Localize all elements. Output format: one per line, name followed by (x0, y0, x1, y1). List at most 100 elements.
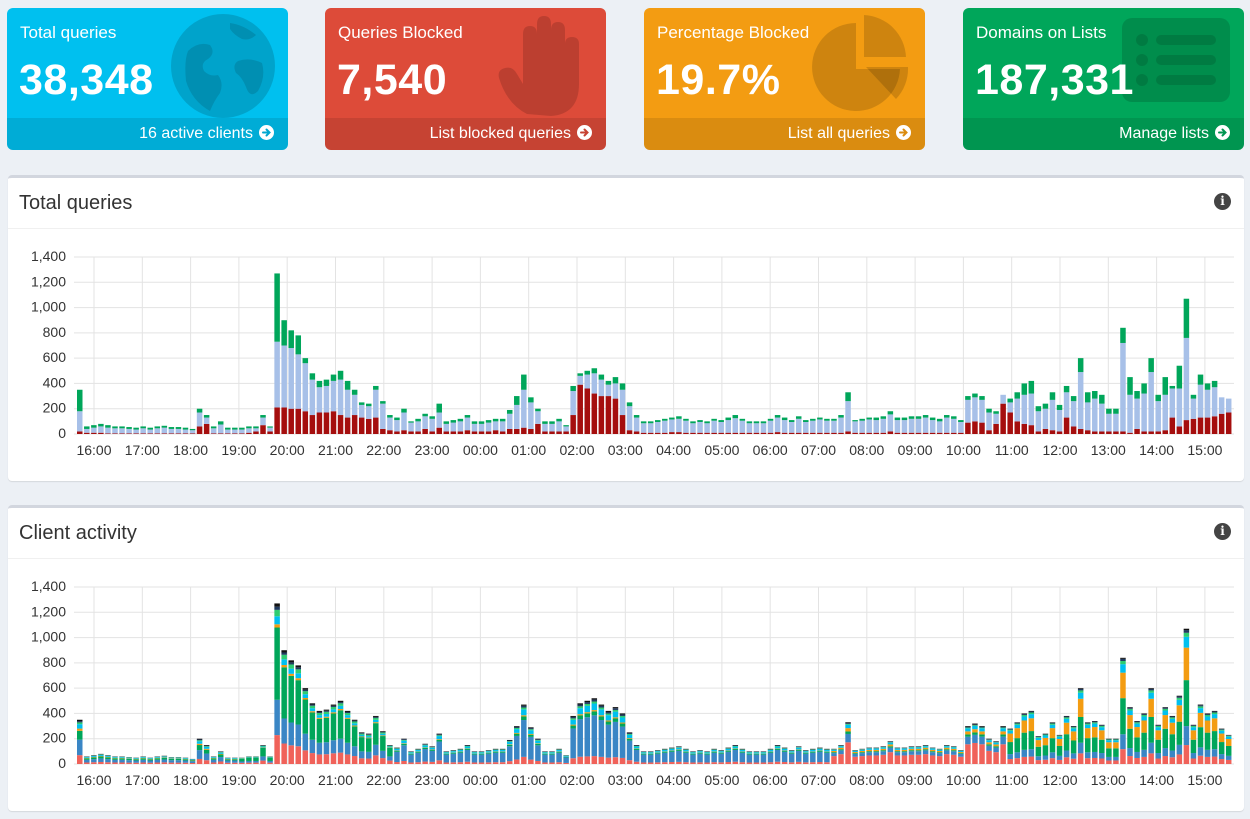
client-segment-bar[interactable] (77, 719, 83, 722)
client-segment-bar[interactable] (1042, 745, 1049, 756)
cached-bar[interactable] (478, 421, 485, 424)
permitted-bar[interactable] (803, 421, 809, 433)
client-segment-bar[interactable] (366, 734, 372, 735)
client-segment-bar[interactable] (662, 751, 668, 753)
client-segment-bar[interactable] (140, 757, 146, 758)
cached-bar[interactable] (436, 403, 442, 413)
client-segment-bar[interactable] (831, 753, 837, 757)
client-segment-bar[interactable] (358, 732, 365, 734)
client-segment-bar[interactable] (1099, 753, 1105, 759)
client-segment-bar[interactable] (866, 749, 872, 752)
client-segment-bar[interactable] (274, 627, 280, 700)
blocked-bar[interactable] (232, 433, 238, 434)
client-segment-bar[interactable] (936, 752, 943, 754)
blocked-bar[interactable] (175, 433, 182, 434)
cached-bar[interactable] (337, 370, 344, 380)
client-segment-bar[interactable] (196, 740, 203, 742)
client-segment-bar[interactable] (944, 746, 950, 748)
client-segment-bar[interactable] (986, 740, 992, 743)
client-segment-bar[interactable] (718, 751, 724, 753)
client-segment-bar[interactable] (1169, 734, 1176, 751)
client-segment-bar[interactable] (605, 713, 612, 716)
cached-bar[interactable] (570, 385, 576, 392)
list-blocked-queries-link[interactable]: List blocked queries (325, 118, 606, 150)
blocked-bar[interactable] (528, 428, 534, 434)
cached-bar[interactable] (1127, 377, 1133, 395)
blocked-bar[interactable] (394, 431, 400, 434)
client-segment-bar[interactable] (210, 759, 217, 763)
client-segment-bar[interactable] (394, 762, 400, 764)
client-segment-bar[interactable] (739, 751, 746, 753)
cached-bar[interactable] (718, 420, 724, 422)
client-segment-bar[interactable] (936, 753, 943, 757)
client-segment-bar[interactable] (817, 750, 823, 752)
blocked-bar[interactable] (944, 432, 950, 434)
client-segment-bar[interactable] (1049, 724, 1056, 729)
cached-bar[interactable] (330, 374, 337, 381)
blocked-bar[interactable] (506, 428, 513, 434)
cached-bar[interactable] (1099, 394, 1105, 404)
client-segment-bar[interactable] (316, 715, 323, 718)
client-segment-bar[interactable] (1000, 728, 1006, 732)
client-segment-bar[interactable] (1176, 721, 1183, 745)
client-segment-bar[interactable] (260, 746, 266, 748)
blocked-bar[interactable] (1106, 431, 1112, 434)
client-segment-bar[interactable] (795, 749, 802, 751)
client-segment-bar[interactable] (1014, 722, 1020, 724)
client-segment-bar[interactable] (852, 753, 858, 754)
client-segment-bar[interactable] (239, 762, 245, 764)
client-segment-bar[interactable] (1155, 730, 1161, 740)
client-segment-bar[interactable] (288, 673, 294, 676)
client-segment-bar[interactable] (873, 748, 880, 750)
cached-bar[interactable] (979, 396, 985, 400)
permitted-bar[interactable] (330, 380, 337, 412)
client-segment-bar[interactable] (281, 667, 287, 719)
client-segment-bar[interactable] (647, 762, 654, 764)
client-segment-bar[interactable] (838, 750, 844, 755)
client-segment-bar[interactable] (788, 753, 795, 763)
client-segment-bar[interactable] (210, 762, 217, 764)
cached-bar[interactable] (944, 415, 950, 418)
cached-bar[interactable] (1176, 365, 1183, 389)
client-segment-bar[interactable] (281, 718, 287, 744)
client-segment-bar[interactable] (929, 755, 936, 764)
cached-bar[interactable] (958, 420, 964, 422)
blocked-bar[interactable] (633, 431, 640, 434)
client-segment-bar[interactable] (563, 756, 569, 758)
cached-bar[interactable] (77, 389, 83, 412)
permitted-bar[interactable] (732, 418, 739, 433)
client-segment-bar[interactable] (1021, 713, 1028, 714)
client-segment-bar[interactable] (1162, 748, 1169, 757)
client-segment-bar[interactable] (1211, 756, 1218, 764)
client-segment-bar[interactable] (619, 726, 626, 758)
client-segment-bar[interactable] (464, 745, 471, 746)
client-segment-bar[interactable] (859, 752, 865, 754)
client-segment-bar[interactable] (133, 762, 139, 764)
client-segment-bar[interactable] (922, 749, 929, 751)
client-segment-bar[interactable] (478, 754, 485, 763)
client-segment-bar[interactable] (1113, 742, 1119, 749)
client-segment-bar[interactable] (979, 734, 985, 737)
blocked-bar[interactable] (1155, 431, 1161, 434)
client-segment-bar[interactable] (1021, 713, 1028, 715)
client-segment-bar[interactable] (1127, 756, 1133, 764)
client-segment-bar[interactable] (824, 750, 830, 752)
permitted-bar[interactable] (612, 383, 619, 399)
client-segment-bar[interactable] (1225, 735, 1232, 736)
permitted-bar[interactable] (1197, 384, 1204, 418)
client-segment-bar[interactable] (1035, 760, 1042, 764)
client-segment-bar[interactable] (1077, 742, 1084, 754)
cached-bar[interactable] (1169, 385, 1176, 389)
client-segment-bar[interactable] (1183, 630, 1190, 633)
client-segment-bar[interactable] (1099, 730, 1105, 740)
permitted-bar[interactable] (619, 389, 626, 416)
client-segment-bar[interactable] (288, 662, 294, 665)
client-segment-bar[interactable] (570, 716, 576, 719)
blocked-bar[interactable] (302, 411, 309, 434)
client-segment-bar[interactable] (795, 747, 802, 750)
client-segment-bar[interactable] (436, 739, 442, 742)
client-segment-bar[interactable] (436, 734, 442, 736)
blocked-bar[interactable] (1204, 417, 1211, 434)
blocked-bar[interactable] (1021, 423, 1028, 434)
client-segment-bar[interactable] (366, 734, 372, 737)
